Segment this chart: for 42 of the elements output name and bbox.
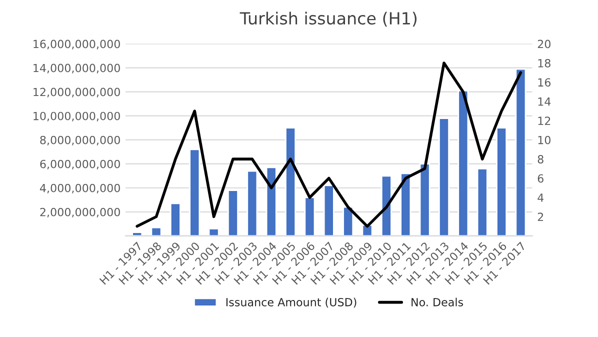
bar	[208, 228, 220, 236]
y2-tick-label: 4	[538, 194, 544, 202]
bar	[170, 202, 181, 236]
y2-tick-label: 10	[538, 136, 550, 144]
y-tick-label: 4,000,000,000	[40, 184, 120, 194]
bar	[515, 68, 526, 236]
bar	[246, 170, 258, 236]
y2-tick-label: 12	[538, 116, 550, 125]
chart-title: Turkish issuance (H1)	[240, 12, 417, 27]
bar	[266, 166, 277, 236]
bar	[150, 226, 162, 236]
y-tick-label: 16,000,000,000	[34, 40, 120, 50]
bar	[304, 196, 316, 236]
bar	[419, 163, 430, 236]
y2-tick-label: 2	[538, 212, 544, 221]
bar	[132, 232, 143, 236]
y-tick-label: 8,000,000,000	[40, 136, 120, 146]
y2-tick-label: 16	[538, 78, 551, 87]
y2-tick-label: 8	[538, 155, 544, 164]
bar	[380, 175, 392, 236]
bar	[400, 172, 412, 236]
bar	[476, 168, 488, 236]
bar	[285, 127, 296, 236]
y-tick-label: 6,000,000,000	[40, 160, 120, 170]
bar	[228, 190, 238, 236]
line-series	[136, 62, 522, 228]
y-tick-label: 14,000,000,000	[34, 64, 120, 74]
bar	[458, 90, 469, 236]
legend-label: No. Deals	[412, 298, 464, 306]
y2-tick-label: 6	[538, 174, 544, 183]
legend-label: Issuance Amount (USD)	[226, 298, 356, 308]
y2-tick-label: 20	[538, 40, 550, 48]
bar	[438, 118, 450, 236]
y2-tick-label: 14	[538, 98, 551, 106]
y-tick-label: 10,000,000,000	[34, 112, 120, 122]
bar	[342, 206, 354, 236]
bar	[189, 148, 200, 236]
y2-tick-label: 18	[538, 58, 550, 68]
y-tick-label: 2,000,000,000	[40, 208, 120, 218]
bar	[323, 184, 334, 236]
y-tick-label: 12,000,000,000	[34, 88, 120, 98]
bar	[496, 127, 508, 236]
